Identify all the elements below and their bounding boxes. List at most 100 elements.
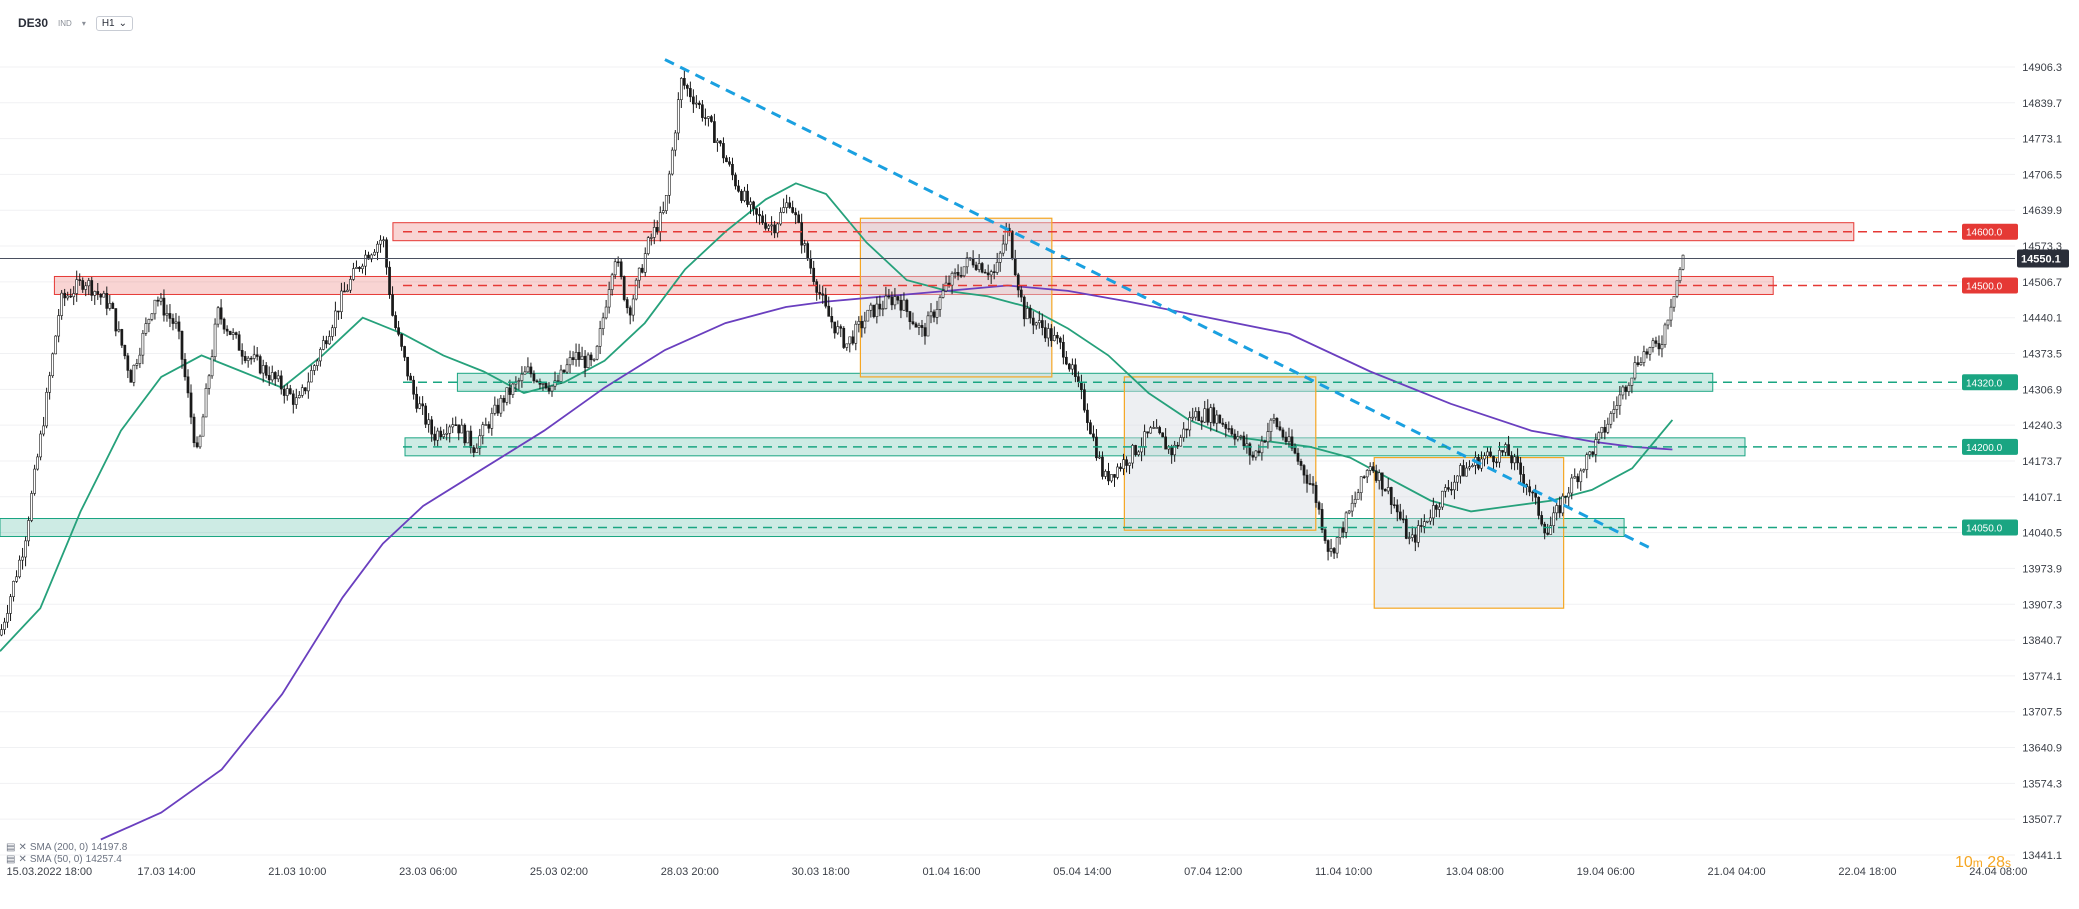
candle-body xyxy=(1028,308,1032,319)
candle-body xyxy=(433,433,437,441)
candle-body xyxy=(655,227,659,233)
candle-body xyxy=(460,424,464,434)
candle-body xyxy=(535,380,539,383)
time-axis[interactable]: 15.03.2022 18:00 17.03 14:00 21.03 10:00 23… xyxy=(7,866,2028,878)
candle-body xyxy=(1317,502,1321,510)
candle-body xyxy=(953,272,957,274)
candle-body xyxy=(1435,505,1438,510)
candle-body xyxy=(529,366,533,375)
candle-body xyxy=(646,237,650,254)
candle-body xyxy=(848,336,852,345)
candle-body xyxy=(270,372,274,381)
candle-body xyxy=(469,430,473,448)
candle-body xyxy=(1386,487,1390,492)
candle-body xyxy=(1522,474,1525,485)
candle-body xyxy=(1570,477,1574,494)
close-icon[interactable]: ✕ xyxy=(18,854,27,865)
candle-body xyxy=(1001,243,1005,254)
candle-body xyxy=(713,121,716,143)
candle-body xyxy=(1269,419,1273,432)
candle-body xyxy=(824,294,828,307)
candle-body xyxy=(905,299,909,312)
symbol-label[interactable]: DE30 xyxy=(18,16,49,30)
candle-body xyxy=(1576,476,1580,483)
candle-body xyxy=(412,379,415,395)
candle-body xyxy=(1462,465,1465,477)
candle-body xyxy=(1019,289,1023,298)
price-axis[interactable]: 14906.3 14839.7 14773.1 14706.5 14639.9 14573… xyxy=(2022,62,2062,862)
candle-body xyxy=(1062,341,1065,358)
candle-body xyxy=(1314,485,1318,503)
candle-body xyxy=(1092,433,1095,438)
candle-body xyxy=(1137,451,1140,456)
candle-body xyxy=(1206,408,1210,423)
visibility-icon[interactable]: ▤ xyxy=(6,842,16,853)
x-tick-label: 11.04 10:00 xyxy=(1315,866,1372,878)
timeframe-select[interactable]: H1 ⌄ xyxy=(95,15,134,31)
candle-body xyxy=(866,309,870,322)
candle-body xyxy=(340,290,343,313)
candle-body xyxy=(1606,423,1610,433)
candle-body xyxy=(1543,523,1547,534)
candle-body xyxy=(1516,456,1519,464)
candle-body xyxy=(725,157,728,163)
candle-body xyxy=(664,194,668,211)
candle-body xyxy=(322,340,325,350)
candle-body xyxy=(1158,427,1161,434)
candle-body xyxy=(1413,534,1417,543)
candle-body xyxy=(255,354,259,357)
candle-body xyxy=(373,251,376,256)
candle-body xyxy=(1257,450,1261,454)
candle-body xyxy=(297,395,301,399)
candle-body xyxy=(1278,426,1282,431)
candle-body xyxy=(1663,324,1667,345)
candle-body xyxy=(752,201,755,210)
candle-body xyxy=(893,296,897,306)
candle-body xyxy=(1546,532,1550,535)
candle-body xyxy=(791,207,794,213)
candle-body xyxy=(306,381,310,392)
candle-body xyxy=(773,224,776,234)
candle-body xyxy=(186,376,190,394)
candle-body xyxy=(1332,548,1336,554)
candle-body xyxy=(502,397,506,403)
candle-body xyxy=(81,280,85,290)
candle-body xyxy=(1104,470,1107,477)
candle-body xyxy=(526,366,530,373)
candle-body xyxy=(740,190,743,201)
candle-body xyxy=(316,360,319,366)
candle-body xyxy=(418,403,421,409)
candle-body xyxy=(174,321,178,324)
candle-body xyxy=(1537,496,1540,516)
candle-body xyxy=(746,190,749,205)
candle-body xyxy=(812,267,816,282)
legend-item[interactable]: ▤ ✕ SMA (50, 0) 14257.4 xyxy=(6,854,127,866)
candle-body xyxy=(1272,418,1276,421)
candle-body xyxy=(1242,435,1246,447)
candle-body xyxy=(90,280,94,296)
candle-body xyxy=(722,143,725,159)
y-tick-label: 13840.7 xyxy=(2022,635,2062,647)
candle-body xyxy=(291,393,295,405)
candle-body xyxy=(761,215,764,224)
visibility-icon[interactable]: ▤ xyxy=(6,854,16,865)
candle-body xyxy=(361,265,364,270)
candle-body xyxy=(1254,450,1258,458)
candle-body xyxy=(1540,515,1544,525)
candle-body xyxy=(800,222,804,246)
candle-body xyxy=(842,327,846,348)
close-icon[interactable]: ✕ xyxy=(18,842,27,853)
candle-body xyxy=(15,576,18,582)
candle-body xyxy=(1083,389,1086,411)
candle-body xyxy=(66,295,70,299)
candle-body xyxy=(640,267,644,273)
legend-item[interactable]: ▤ ✕ SMA (200, 0) 14197.8 xyxy=(6,842,127,854)
candle-body xyxy=(454,424,458,426)
chevron-down-icon[interactable]: ▾ xyxy=(81,18,86,28)
candle-body xyxy=(1107,470,1110,482)
price-level-lines: 14600.0 14500.0 14320.0 14200.0 14050.0 14550… xyxy=(0,223,2069,536)
candle-body xyxy=(616,261,620,264)
candle-body xyxy=(586,354,590,368)
candle-body xyxy=(57,315,61,337)
